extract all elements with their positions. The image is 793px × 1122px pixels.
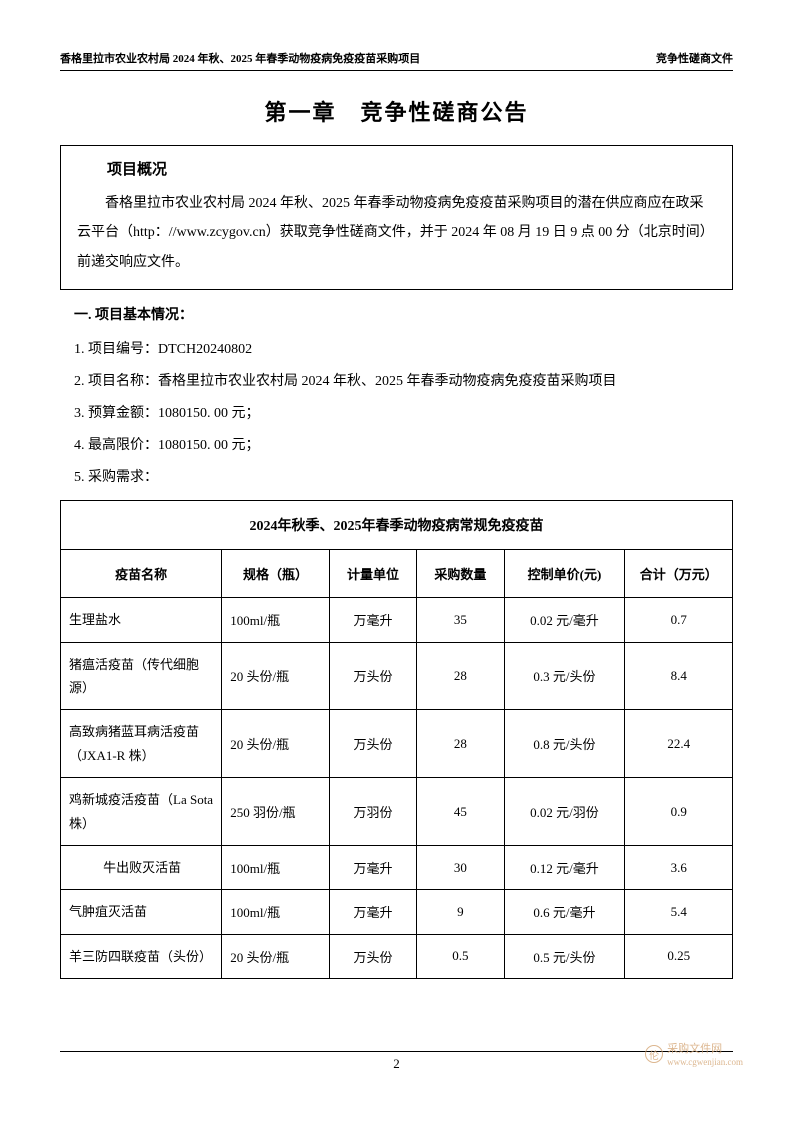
cell-spec: 20 头份/瓶 [222, 934, 330, 978]
cell-spec: 250 羽份/瓶 [222, 778, 330, 846]
overview-heading: 项目概况 [77, 158, 716, 179]
th-price: 控制单价(元) [504, 550, 625, 598]
cell-spec: 20 头份/瓶 [222, 642, 330, 710]
table-body: 生理盐水 100ml/瓶 万毫升 35 0.02 元/毫升 0.7 猪瘟活疫苗（… [61, 598, 733, 979]
item-requirements: 5. 采购需求： [60, 464, 733, 492]
cell-qty: 30 [417, 845, 504, 889]
page-header-row: 香格里拉市农业农村局 2024 年秋、2025 年春季动物疫病免疫疫苗采购项目 … [60, 50, 733, 71]
table-row: 气肿疽灭活苗 100ml/瓶 万毫升 9 0.6 元/毫升 5.4 [61, 890, 733, 934]
cell-name: 牛出败灭活苗 [61, 845, 222, 889]
vaccine-table: 2024年秋季、2025年春季动物疫病常规免疫疫苗 疫苗名称 规格（瓶） 计量单… [60, 500, 733, 979]
chapter-title: 第一章 竞争性磋商公告 [60, 95, 733, 127]
cell-name: 鸡新城疫活疫苗（La Sota 株） [61, 778, 222, 846]
cell-name: 羊三防四联疫苗（头份） [61, 934, 222, 978]
table-title-row: 2024年秋季、2025年春季动物疫病常规免疫疫苗 [61, 501, 733, 550]
header-right-text: 竞争性磋商文件 [656, 50, 733, 66]
cell-qty: 0.5 [417, 934, 504, 978]
item-project-number: 1. 项目编号：DTCH20240802 [60, 336, 733, 364]
item-budget: 3. 预算金额：1080150. 00 元； [60, 400, 733, 428]
cell-price: 0.12 元/毫升 [504, 845, 625, 889]
th-unit: 计量单位 [329, 550, 416, 598]
cell-total: 22.4 [625, 710, 733, 778]
cell-unit: 万毫升 [329, 845, 416, 889]
cell-name: 高致病猪蓝耳病活疫苗（JXA1-R 株） [61, 710, 222, 778]
cell-price: 0.02 元/毫升 [504, 598, 625, 642]
cell-name: 猪瘟活疫苗（传代细胞源） [61, 642, 222, 710]
overview-box: 项目概况 香格里拉市农业农村局 2024 年秋、2025 年春季动物疫病免疫疫苗… [60, 145, 733, 290]
watermark: 伦 采购文件网 www.cgwenjian.com [645, 1040, 743, 1068]
cell-total: 3.6 [625, 845, 733, 889]
th-spec: 规格（瓶） [222, 550, 330, 598]
page-footer: 2 [60, 1051, 733, 1072]
th-qty: 采购数量 [417, 550, 504, 598]
cell-price: 0.8 元/头份 [504, 710, 625, 778]
cell-unit: 万毫升 [329, 890, 416, 934]
item-max-price: 4. 最高限价：1080150. 00 元； [60, 432, 733, 460]
cell-spec: 100ml/瓶 [222, 890, 330, 934]
cell-name: 生理盐水 [61, 598, 222, 642]
cell-total: 0.25 [625, 934, 733, 978]
cell-price: 0.5 元/头份 [504, 934, 625, 978]
item-project-name: 2. 项目名称：香格里拉市农业农村局 2024 年秋、2025 年春季动物疫病免… [60, 368, 733, 396]
overview-text: 香格里拉市农业农村局 2024 年秋、2025 年春季动物疫病免疫疫苗采购项目的… [77, 189, 716, 277]
cell-qty: 28 [417, 642, 504, 710]
cell-price: 0.3 元/头份 [504, 642, 625, 710]
table-title: 2024年秋季、2025年春季动物疫病常规免疫疫苗 [61, 501, 733, 550]
cell-qty: 35 [417, 598, 504, 642]
table-header-row: 疫苗名称 规格（瓶） 计量单位 采购数量 控制单价(元) 合计（万元） [61, 550, 733, 598]
cell-total: 0.7 [625, 598, 733, 642]
table-row: 生理盐水 100ml/瓶 万毫升 35 0.02 元/毫升 0.7 [61, 598, 733, 642]
cell-unit: 万头份 [329, 934, 416, 978]
header-left-text: 香格里拉市农业农村局 2024 年秋、2025 年春季动物疫病免疫疫苗采购项目 [60, 50, 420, 66]
cell-spec: 100ml/瓶 [222, 598, 330, 642]
cell-total: 5.4 [625, 890, 733, 934]
table-row: 猪瘟活疫苗（传代细胞源） 20 头份/瓶 万头份 28 0.3 元/头份 8.4 [61, 642, 733, 710]
section1-heading: 一. 项目基本情况： [60, 304, 733, 324]
table-row: 高致病猪蓝耳病活疫苗（JXA1-R 株） 20 头份/瓶 万头份 28 0.8 … [61, 710, 733, 778]
cell-qty: 28 [417, 710, 504, 778]
table-row: 牛出败灭活苗 100ml/瓶 万毫升 30 0.12 元/毫升 3.6 [61, 845, 733, 889]
th-total: 合计（万元） [625, 550, 733, 598]
watermark-text: 采购文件网 www.cgwenjian.com [667, 1040, 743, 1068]
th-name: 疫苗名称 [61, 550, 222, 598]
cell-spec: 100ml/瓶 [222, 845, 330, 889]
table-row: 羊三防四联疫苗（头份） 20 头份/瓶 万头份 0.5 0.5 元/头份 0.2… [61, 934, 733, 978]
table-row: 鸡新城疫活疫苗（La Sota 株） 250 羽份/瓶 万羽份 45 0.02 … [61, 778, 733, 846]
cell-spec: 20 头份/瓶 [222, 710, 330, 778]
cell-name: 气肿疽灭活苗 [61, 890, 222, 934]
cell-total: 8.4 [625, 642, 733, 710]
cell-unit: 万毫升 [329, 598, 416, 642]
cell-price: 0.6 元/毫升 [504, 890, 625, 934]
cell-total: 0.9 [625, 778, 733, 846]
cell-unit: 万羽份 [329, 778, 416, 846]
cell-price: 0.02 元/羽份 [504, 778, 625, 846]
cell-qty: 45 [417, 778, 504, 846]
page-number: 2 [393, 1056, 400, 1071]
watermark-icon: 伦 [645, 1045, 663, 1063]
cell-unit: 万头份 [329, 642, 416, 710]
cell-unit: 万头份 [329, 710, 416, 778]
cell-qty: 9 [417, 890, 504, 934]
